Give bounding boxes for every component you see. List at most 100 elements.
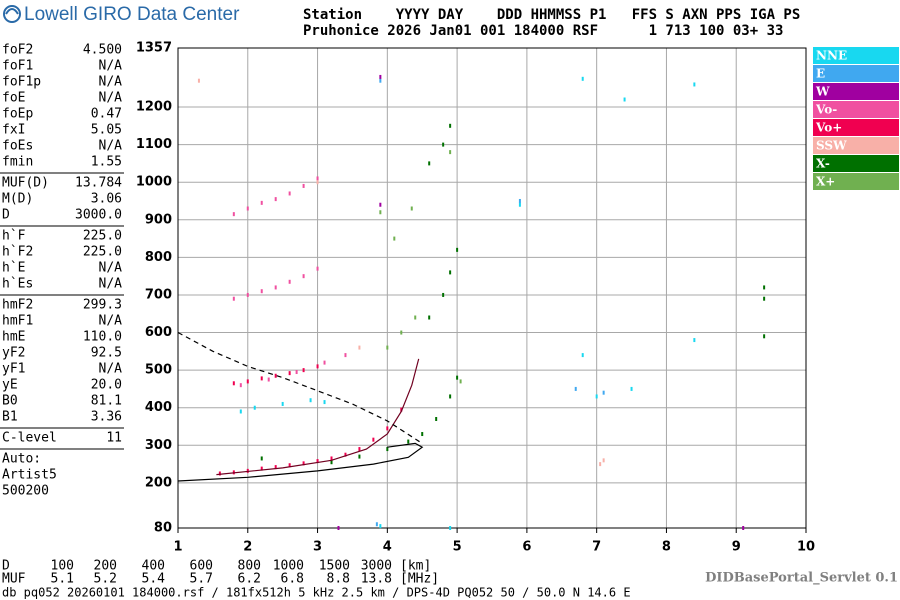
param-value: N/A <box>99 261 123 276</box>
echo-point <box>386 426 389 431</box>
echo-point <box>316 459 319 464</box>
y-tick-label: 400 <box>145 400 172 415</box>
echo-point <box>260 200 263 205</box>
distance: 3000 <box>361 559 392 574</box>
echo-point <box>602 390 605 395</box>
echo-point <box>393 236 396 241</box>
legend-swatch <box>813 137 899 154</box>
param-value: 0.47 <box>91 107 122 122</box>
param-label: foF1 <box>2 59 33 74</box>
echo-point <box>330 456 333 461</box>
param-label: fxI <box>2 123 25 138</box>
muf-d-label: D <box>2 559 10 574</box>
y-tick-label: 700 <box>145 287 172 302</box>
param-label: foE <box>2 91 25 106</box>
echo-point <box>302 274 305 279</box>
plot-frame <box>177 47 807 529</box>
param-label: D <box>2 208 10 223</box>
param-value: 81.1 <box>91 394 122 409</box>
logo-text: Lowell GIRO Data Center <box>24 4 240 25</box>
param-value: 4.500 <box>83 43 122 58</box>
param-value: 3000.0 <box>75 208 122 223</box>
echo-point <box>288 463 291 468</box>
legend-label: NNE <box>816 49 847 63</box>
echo-point <box>693 338 696 343</box>
param-label: C-level <box>2 431 57 446</box>
echo-point <box>435 416 438 421</box>
echo-point <box>323 360 326 365</box>
param-label: fmin <box>2 155 33 170</box>
y-tick-label: 200 <box>145 475 172 490</box>
param-label: h`F2 <box>2 245 33 260</box>
x-tick-label: 3 <box>313 540 322 555</box>
param-value: N/A <box>99 277 123 292</box>
echo-point <box>274 285 277 290</box>
param-value: 299.3 <box>83 298 122 313</box>
legend-swatch <box>813 155 899 172</box>
param-label: foEp <box>2 107 33 122</box>
echo-point <box>239 383 242 388</box>
echo-point <box>518 198 521 203</box>
echo-point <box>316 180 319 185</box>
echo-point <box>456 375 459 380</box>
echo-point <box>302 183 305 188</box>
echo-point <box>379 524 382 529</box>
echo-point <box>232 212 235 217</box>
param-label: hmF1 <box>2 314 33 329</box>
x-tick-label: 9 <box>732 540 741 555</box>
echo-point <box>281 401 284 406</box>
unit: [MHz] <box>400 572 439 587</box>
echo-point <box>288 371 291 376</box>
unit: [km] <box>400 559 431 574</box>
echo-point <box>595 394 598 399</box>
echo-point <box>274 465 277 470</box>
y-tick-label: 300 <box>145 438 172 453</box>
echo-point <box>246 206 249 211</box>
legend-swatch <box>813 119 899 136</box>
echo-point <box>449 150 452 155</box>
param-value: 1.55 <box>91 155 122 170</box>
echo-point <box>344 353 347 358</box>
echo-point <box>400 330 403 335</box>
echo-point <box>449 123 452 128</box>
legend-label: Vo+ <box>815 121 842 135</box>
echo-point <box>379 210 382 215</box>
echo-point <box>581 353 584 358</box>
param-label: h`E <box>2 261 25 276</box>
echo-point <box>442 292 445 297</box>
muf-value: 5.4 <box>142 572 166 587</box>
y-tick-label: 1200 <box>136 100 172 115</box>
legend-swatch <box>813 47 899 64</box>
param-label: B1 <box>2 410 18 425</box>
echo-point <box>410 206 413 211</box>
echo-point <box>302 461 305 466</box>
param-value: 92.5 <box>91 346 122 361</box>
x-tick-label: 6 <box>522 540 531 555</box>
echo-point <box>302 368 305 373</box>
param-label: MUF(D) <box>2 176 49 191</box>
echo-point <box>288 191 291 196</box>
param-value: 3.36 <box>91 410 122 425</box>
echo-point <box>763 334 766 339</box>
echo-point <box>449 394 452 399</box>
auto-text: 500200 <box>2 484 49 499</box>
y-tick-label: 1000 <box>136 175 172 190</box>
distance: 400 <box>142 559 165 574</box>
echo-point <box>599 462 602 467</box>
echo-point <box>449 270 452 275</box>
param-value: 5.05 <box>91 123 122 138</box>
param-label: h`Es <box>2 277 33 292</box>
echo-point <box>232 296 235 301</box>
logo: Lowell GIRO Data Center <box>3 4 240 25</box>
echo-point <box>337 526 340 530</box>
echo-point <box>253 405 256 410</box>
x-tick-label: 1 <box>173 540 182 555</box>
legend-swatch <box>813 173 899 190</box>
echo-point <box>260 289 263 294</box>
echo-point <box>267 377 270 382</box>
echo-point <box>232 381 235 386</box>
echo-point <box>763 296 766 301</box>
param-label: yF2 <box>2 346 25 361</box>
param-label: yF1 <box>2 362 25 377</box>
